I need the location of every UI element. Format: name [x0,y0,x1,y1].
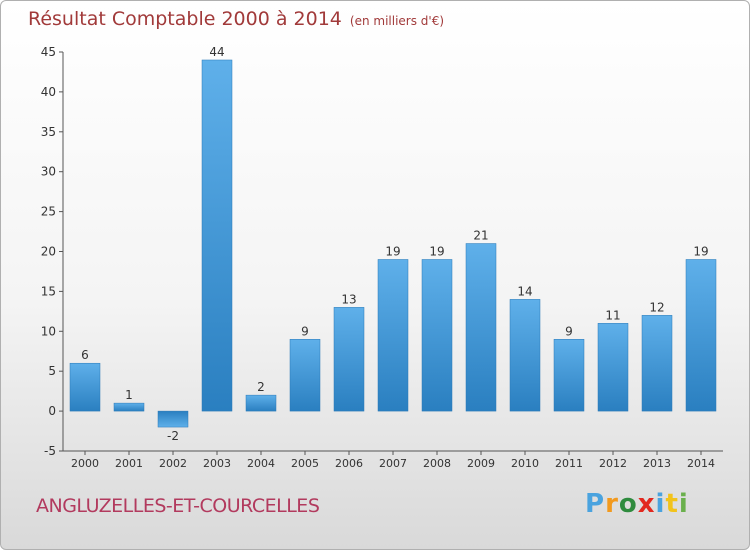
x-tick-label: 2012 [599,457,627,470]
y-tick-label: 0 [48,404,56,418]
data-label-2005: 9 [301,324,309,338]
chart-title-unit: (en milliers d'€) [349,14,445,28]
x-tick-label: 2006 [335,457,363,470]
logo-letter: r [605,489,619,519]
x-axis: 2000 2001 2002 2003 2004 2005 2006 2007 2008 2009… [63,450,723,470]
bar-2011 [553,339,585,412]
chart-title-text: Résultat Comptable 2000 à 2014 [28,8,342,30]
commune-name: ANGLUZELLES-ET-COURCELLES [36,495,320,517]
x-tick-label: 2009 [467,457,495,470]
logo-letter: i [678,489,689,519]
x-tick-label: 2007 [379,457,407,470]
x-tick-label: 2003 [203,457,231,470]
y-tick-label: 45 [41,45,56,59]
x-tick-label: 2013 [643,457,671,470]
data-label-2007: 19 [385,244,400,258]
data-label-2014: 19 [693,244,708,258]
data-label-2011: 9 [565,324,573,338]
bar-2006 [333,307,365,412]
x-tick-label: 2000 [71,457,99,470]
data-label-2013: 12 [649,300,664,314]
x-tick-label: 2010 [511,457,539,470]
y-tick-label: 25 [41,205,56,219]
y-tick-label: 5 [48,364,56,378]
x-tick-label: 2002 [159,457,187,470]
chart-title: Résultat Comptable 2000 à 2014 (en millie… [28,8,444,30]
bar-2012 [597,323,629,412]
logo-letter: i [655,489,666,519]
bar-2004 [245,394,277,412]
y-axis: -5 0 5 10 15 20 25 30 35 40 45 [41,45,64,458]
y-tick-label: 40 [41,85,56,99]
data-label-2003: 44 [209,45,224,59]
bars [69,59,717,428]
data-label-2008: 19 [429,244,444,258]
y-tick-label: 35 [41,125,56,139]
data-labels: 6 1 -2 44 2 9 13 19 19 21 14 9 11 12 19 [81,45,708,443]
bar-2010 [509,299,541,412]
bar-2008 [421,259,453,412]
x-tick-label: 2004 [247,457,275,470]
logo-letter: x [637,489,656,519]
proxiti-logo[interactable]: Proxiti [585,489,689,519]
data-label-2009: 21 [473,229,488,243]
x-tick-label: 2005 [291,457,319,470]
data-label-2010: 14 [517,284,532,298]
bar-2014 [685,259,717,412]
logo-letter: P [585,489,606,519]
x-tick-label: 2001 [115,457,143,470]
y-tick-label: 15 [41,284,56,298]
x-tick-label: 2008 [423,457,451,470]
bar-2000 [69,362,101,412]
bar-2005 [289,339,321,412]
data-label-2012: 11 [605,308,620,322]
logo-letter: t [665,489,679,519]
bar-2002 [157,410,189,428]
y-tick-label: 10 [41,324,56,338]
data-label-2004: 2 [257,380,265,394]
data-label-2006: 13 [341,292,356,306]
y-tick-label: 20 [41,245,56,259]
data-label-2000: 6 [81,348,89,362]
data-label-2002: -2 [167,429,179,443]
bar-2003 [201,59,233,412]
bar-2009 [465,243,497,412]
y-tick-label: 30 [41,165,56,179]
data-label-2001: 1 [125,388,133,402]
logo-letter: o [618,489,638,519]
bar-2013 [641,315,673,412]
y-tick-label: -5 [44,444,56,458]
bar-2001 [113,402,145,412]
x-tick-label: 2014 [687,457,715,470]
bar-2007 [377,259,409,412]
x-tick-label: 2011 [555,457,583,470]
